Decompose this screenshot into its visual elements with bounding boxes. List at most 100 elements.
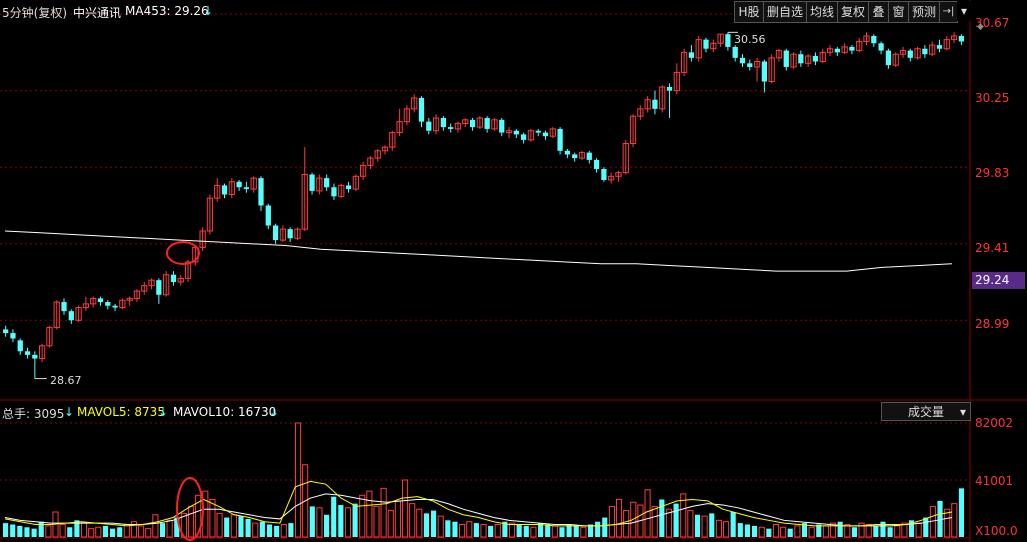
candle-body xyxy=(126,297,133,301)
volume-bar xyxy=(844,523,851,538)
volume-bar xyxy=(573,525,579,537)
candle-body xyxy=(499,119,505,133)
volume-bar xyxy=(245,518,251,537)
volume-bar xyxy=(659,499,665,537)
volume-bar xyxy=(109,528,116,537)
candle-body xyxy=(119,299,126,309)
volume-bar xyxy=(829,522,837,538)
ma453-line xyxy=(4,230,953,272)
volume-bar xyxy=(908,520,915,537)
candle-body xyxy=(805,55,812,64)
volume-bar xyxy=(494,523,501,538)
volume-bar xyxy=(152,514,159,538)
candle-body xyxy=(272,225,279,241)
hk-share-button[interactable]: H股 xyxy=(734,1,764,23)
candle-body xyxy=(578,152,586,159)
volume-bar xyxy=(216,512,223,538)
price-tick-label: 28.99 xyxy=(975,317,1010,331)
volume-bar xyxy=(758,526,765,538)
adjust-price-button[interactable]: 复权 xyxy=(837,1,869,23)
volume-bar xyxy=(937,500,943,537)
remove-watchlist-button[interactable]: 删自选 xyxy=(763,1,807,23)
total-volume-arrow-icon: ↓ xyxy=(64,405,75,419)
candle-body xyxy=(666,87,673,91)
volume-bar xyxy=(195,494,202,538)
candle-body xyxy=(622,143,629,174)
volume-bar xyxy=(88,528,95,538)
volume-bar xyxy=(808,526,815,538)
candle-body xyxy=(279,228,287,241)
volume-bar xyxy=(24,527,30,537)
candle-body xyxy=(608,175,615,181)
candle-body xyxy=(411,97,418,110)
candle-body xyxy=(454,122,462,130)
candle-body xyxy=(163,274,170,296)
candle-body xyxy=(53,301,60,329)
ma-arrow-icon: ↓ xyxy=(203,4,214,18)
volume-bar xyxy=(523,525,529,537)
volume-bar xyxy=(401,479,409,538)
volume-bar xyxy=(274,525,280,537)
candle-body xyxy=(586,152,592,160)
candle-body xyxy=(680,51,688,73)
volume-bar xyxy=(280,523,287,538)
volume-bar xyxy=(722,521,730,538)
candle-body xyxy=(17,340,23,352)
volume-bar xyxy=(323,514,330,537)
moving-average-button[interactable]: 均线 xyxy=(806,1,838,23)
candle-body xyxy=(184,261,192,279)
volume-bar xyxy=(794,525,801,538)
candle-body xyxy=(717,33,724,44)
candle-body xyxy=(484,117,490,129)
total-volume-label: 总手: 3095 xyxy=(2,407,65,421)
candle-body xyxy=(790,53,797,68)
overlay-button[interactable]: 叠 xyxy=(868,1,889,23)
candle-body xyxy=(936,45,943,49)
candle-body xyxy=(652,99,658,109)
volume-bar xyxy=(331,496,337,537)
volume-bar xyxy=(580,526,587,538)
candle-body xyxy=(68,311,74,321)
collapse-panel-icon[interactable]: →| xyxy=(939,1,958,23)
forecast-button[interactable]: 预测 xyxy=(908,1,940,23)
volume-bar xyxy=(259,521,265,537)
toolbar-menu-icon[interactable]: ▾ xyxy=(957,1,971,21)
volume-bar xyxy=(423,513,430,537)
candle-body xyxy=(389,132,396,148)
volume-bar xyxy=(409,503,416,538)
candle-body xyxy=(228,181,235,196)
volume-bar xyxy=(480,523,487,538)
candle-body xyxy=(841,46,848,53)
candle-body xyxy=(812,56,819,62)
candle-body xyxy=(834,48,840,53)
candle-body xyxy=(294,228,301,239)
candle-body xyxy=(505,130,513,134)
volume-bar xyxy=(602,517,608,537)
mavol10-label: MAVOL10: 16730 xyxy=(173,405,277,419)
volume-bar xyxy=(288,523,294,537)
volume-bar xyxy=(117,527,123,537)
candle-body xyxy=(206,197,214,232)
volume-bar xyxy=(459,523,466,538)
candle-body xyxy=(615,172,622,177)
candle-body xyxy=(644,99,651,110)
candle-body xyxy=(885,50,892,66)
candle-body xyxy=(345,185,352,190)
candle-body xyxy=(899,50,907,55)
candle-body xyxy=(863,35,870,42)
volume-bar xyxy=(673,503,679,537)
volume-bar xyxy=(380,487,387,538)
volume-bar xyxy=(680,493,687,538)
volume-bar xyxy=(630,501,637,538)
chevron-down-icon: ▾ xyxy=(959,405,966,419)
volume-bar xyxy=(894,525,901,538)
volume-bar xyxy=(858,522,865,538)
volume-bar xyxy=(187,505,195,538)
volume-bar xyxy=(644,489,651,538)
candle-body xyxy=(491,119,498,130)
candle-body xyxy=(440,117,447,128)
candle-body xyxy=(849,46,855,51)
indicator-dropdown[interactable]: 成交量 ▾ xyxy=(881,402,971,421)
window-button[interactable]: 窗 xyxy=(888,1,909,23)
